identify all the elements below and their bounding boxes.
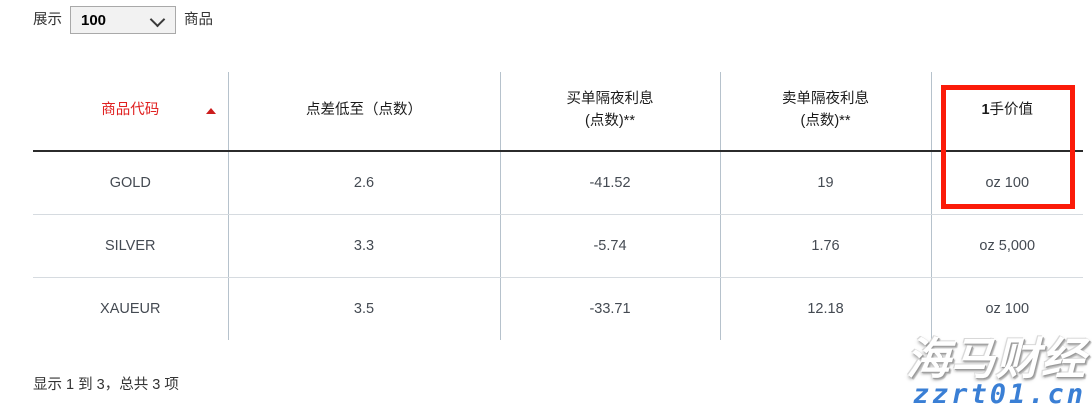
table-row: GOLD 2.6 -41.52 19 oz 100 <box>33 151 1083 215</box>
cell-contract-size: oz 5,000 <box>931 214 1083 278</box>
table-header: 商品代码 点差低至（点数） 买单隔夜利息 (点数)** 卖单隔夜利息 (点数)*… <box>33 72 1083 152</box>
watermark: 海马财经 zzrt01.cn <box>906 333 1086 410</box>
cell-swap-short: 12.18 <box>720 277 932 340</box>
column-header-spread-label: 点差低至（点数） <box>306 102 422 119</box>
length-label-prefix: 展示 <box>33 11 62 28</box>
cell-contract-size: oz 100 <box>985 301 1030 317</box>
table-body: GOLD 2.6 -41.52 19 oz 100 SILVER 3.3 -5.… <box>33 151 1083 340</box>
watermark-site-text: zzrt01.cn <box>912 379 1086 410</box>
products-table-wrapper: 商品代码 点差低至（点数） 买单隔夜利息 (点数)** 卖单隔夜利息 (点数)*… <box>33 72 1083 340</box>
table-header-row: 商品代码 点差低至（点数） 买单隔夜利息 (点数)** 卖单隔夜利息 (点数)*… <box>33 72 1083 152</box>
length-label-suffix: 商品 <box>184 11 213 28</box>
cell-swap-short: 1.76 <box>720 214 932 278</box>
cell-spread: 3.5 <box>228 277 501 340</box>
cell-swap-short: 19 <box>720 151 932 215</box>
cell-swap-long: -5.74 <box>500 214 721 278</box>
table-row: XAUEUR 3.5 -33.71 12.18 oz 100 <box>33 277 1083 340</box>
column-header-symbol-label: 商品代码 <box>101 102 160 119</box>
sort-ascending-icon[interactable] <box>205 108 216 114</box>
column-header-swap-long-line1: 买单隔夜利息 <box>566 91 654 108</box>
chevron-down-icon <box>149 11 166 28</box>
watermark-brand-text: 海马财经 <box>906 333 1086 385</box>
column-header-swap-long-line2: (点数)** <box>585 113 635 129</box>
cell-symbol: GOLD <box>33 151 229 215</box>
column-header-swap-long[interactable]: 买单隔夜利息 (点数)** <box>500 72 721 152</box>
cell-swap-long: -41.52 <box>500 151 721 215</box>
column-header-contract-size-label: 1手价值 <box>981 102 1034 119</box>
cell-spread: 3.3 <box>228 214 501 278</box>
cell-spread: 2.6 <box>228 151 501 215</box>
column-header-swap-short-line2: (点数)** <box>800 113 851 129</box>
page-length-value: 100 <box>81 11 107 29</box>
column-header-swap-short-line1: 卖单隔夜利息 <box>782 91 869 108</box>
products-table: 商品代码 点差低至（点数） 买单隔夜利息 (点数)** 卖单隔夜利息 (点数)*… <box>33 72 1083 340</box>
cell-symbol: XAUEUR <box>33 277 229 340</box>
column-header-contract-size[interactable]: 1手价值 <box>931 72 1083 152</box>
table-info-text: 显示 1 到 3，总共 3 项 <box>33 377 179 393</box>
cell-swap-long: -33.71 <box>500 277 721 340</box>
column-header-spread[interactable]: 点差低至（点数） <box>228 72 501 152</box>
column-header-symbol[interactable]: 商品代码 <box>33 72 229 152</box>
page-length-select[interactable]: 100 <box>70 6 176 34</box>
column-header-swap-short[interactable]: 卖单隔夜利息 (点数)** <box>720 72 932 152</box>
table-row: SILVER 3.3 -5.74 1.76 oz 5,000 <box>33 214 1083 278</box>
table-length-control: 展示 100 商品 <box>33 4 213 36</box>
cell-symbol: SILVER <box>33 214 229 278</box>
cell-contract-size: oz 100 <box>931 151 1083 215</box>
